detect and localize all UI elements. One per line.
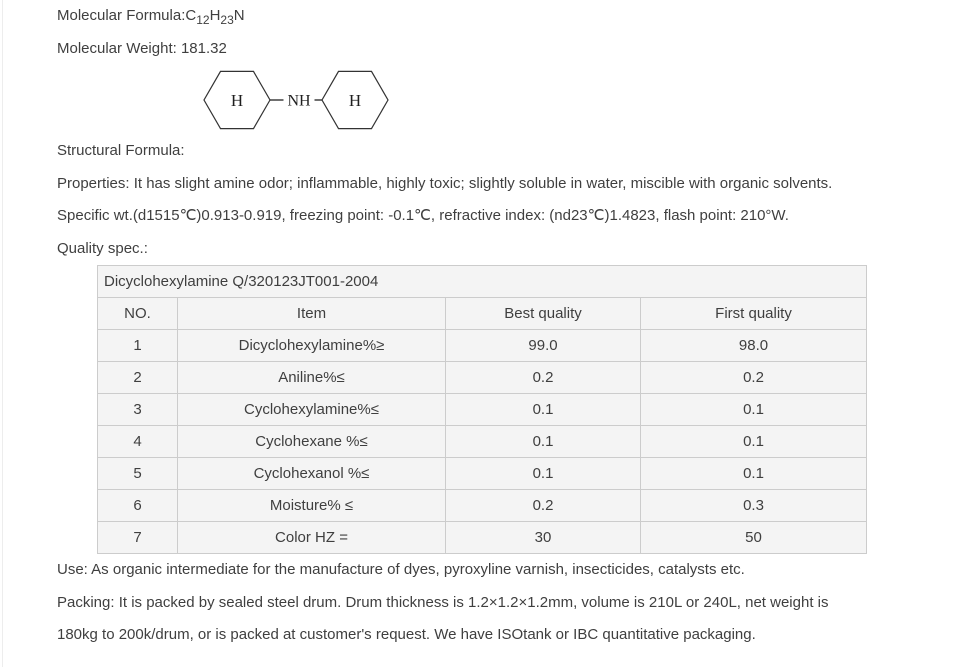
packing-line-2: 180kg to 200k/drum, or is packed at cust… [57,626,756,643]
molecular-formula-label: Molecular Formula: [57,7,186,24]
table-cell: 1 [97,329,178,362]
table-row: 7 Color HZ = 30 50 [97,521,868,554]
table-cell: Moisture% ≤ [177,489,446,522]
table-row: 1 Dicyclohexylamine%≥ 99.0 98.0 [97,329,868,362]
table-row: 3 Cyclohexylamine%≤ 0.1 0.1 [97,393,868,426]
properties-line: Properties: It has slight amine odor; in… [57,174,833,192]
formula-subscript: 12 [196,13,210,27]
table-title-row: Dicyclohexylamine Q/320123JT001-2004 [96,265,868,298]
chemical-structure-drawing: H NH H [203,70,389,130]
table-cell: 4 [97,425,178,458]
nh-bridge-label: NH [287,93,311,110]
table-cell: Cyclohexanol %≤ [177,457,446,490]
formula-subscript: 23 [220,13,234,27]
structural-formula-label: Structural Formula: [57,142,185,159]
table-title: Dicyclohexylamine Q/320123JT001-2004 [96,265,868,298]
table-cell: 0.1 [639,457,868,490]
table-cell: 0.1 [445,425,641,458]
table-cell: Cyclohexylamine%≤ [177,393,446,426]
table-cell: 0.1 [639,393,868,426]
table-header-row: NO. Item Best quality First quality [97,297,868,330]
column-header-no: NO. [97,297,178,330]
table-row: 6 Moisture% ≤0.2 0.3 [97,489,868,522]
table-cell: 0.1 [639,425,868,458]
table-cell: 3 [97,393,178,426]
table-cell: Dicyclohexylamine%≥ [177,329,446,362]
formula-part: H [209,7,221,24]
table-cell: 7 [97,521,178,554]
table-cell: 2 [97,361,178,394]
table-cell: 0.3 [639,489,868,522]
table-cell: 6 [97,489,178,522]
table-row: 2 Aniline%≤ 0.2 0.2 [97,361,868,394]
quality-spec-table: Dicyclohexylamine Q/320123JT001-2004 NO.… [96,265,868,554]
right-ring-h-label: H [349,91,361,110]
table-cell: 0.2 [445,361,641,394]
molecular-formula-line: Molecular Formula:C12H23N [57,0,960,33]
table-cell: 30 [445,521,641,554]
table-cell: Color HZ = [177,521,446,554]
table-cell: 0.1 [445,393,641,426]
structural-formula-image: H NH H [198,65,398,135]
left-ring-h-label: H [231,91,243,110]
table-row: 5 Cyclohexanol %≤ 0.1 0.1 [97,457,868,490]
table-cell: 0.2 [445,489,641,522]
column-header-first-quality: First quality [639,297,868,330]
table-cell: Aniline%≤ [177,361,446,394]
table-cell: 98.0 [639,329,868,362]
table-cell: 99.0 [445,329,641,362]
use-line: Use: As organic intermediate for the man… [57,561,745,578]
formula-part: C [185,7,197,24]
table-cell: Cyclohexane %≤ [177,425,446,458]
table-cell: 5 [97,457,178,490]
column-header-best-quality: Best quality [445,297,641,330]
packing-line-1: Packing: It is packed by sealed steel dr… [57,593,829,611]
left-cyclohexane-ring [203,70,271,130]
table-row: 4 Cyclohexane %≤ 0.1 0.1 [97,425,868,458]
formula-part: N [233,7,245,24]
molecular-weight-line: Molecular Weight: 181.32 [57,39,227,57]
table-cell: 50 [639,521,868,554]
specific-weight-line: Specific wt.(d1515℃)0.913-0.919, freezin… [57,207,789,224]
spec-table-body: 1 Dicyclohexylamine%≥ 99.0 98.0 2 Aniline%≤ 0.… [97,329,868,554]
table-cell: 0.1 [445,457,641,490]
column-header-item: Item [177,297,446,330]
table-cell: 0.2 [639,361,868,394]
quality-spec-label: Quality spec.: [57,239,148,257]
